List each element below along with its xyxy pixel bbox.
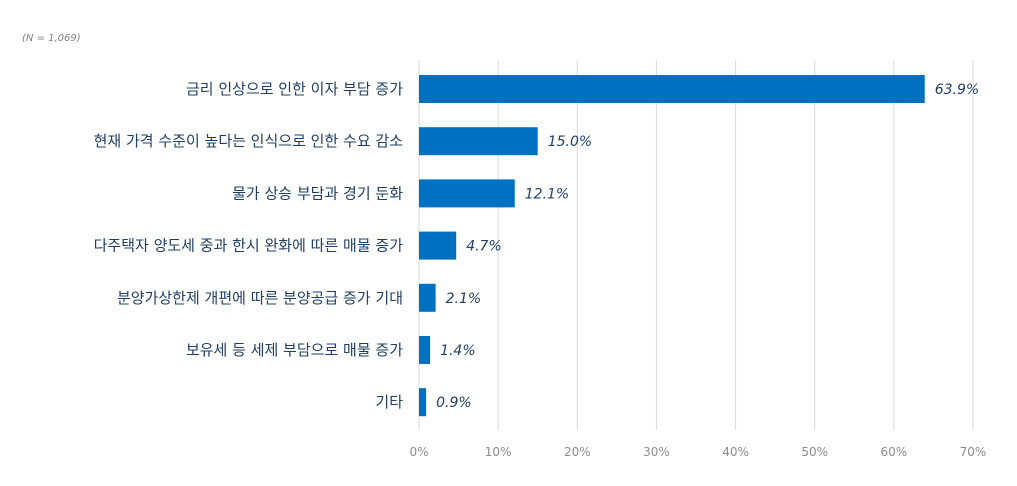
value-label: 2.1%: [446, 291, 482, 307]
gridlines: [418, 60, 974, 430]
x-tick-label: 50%: [801, 445, 828, 459]
category-label: 다주택자 양도세 중과 한시 완화에 따른 매물 증가: [94, 237, 404, 255]
bar: [419, 283, 436, 312]
x-tick-label: 10%: [485, 445, 512, 459]
bars: [419, 75, 925, 417]
sample-size-note: (N = 1,069): [22, 33, 81, 44]
value-label: 4.7%: [466, 239, 502, 255]
category-label: 기타: [375, 393, 403, 411]
category-label: 물가 상승 부담과 경기 둔화: [232, 184, 403, 202]
bar: [419, 179, 515, 208]
category-label: 보유세 등 세제 부담으로 매물 증가: [186, 341, 403, 359]
bar: [419, 231, 457, 260]
x-tick-label: 60%: [881, 445, 908, 459]
value-label: 1.4%: [440, 343, 476, 359]
category-label: 분양가상한제 개편에 따른 분양공급 증가 기대: [117, 289, 403, 307]
value-label: 15.0%: [548, 134, 592, 150]
bar: [419, 127, 538, 156]
value-labels: 63.9% 15.0% 12.1% 4.7% 2.1% 1.4% 0.9%: [436, 82, 979, 411]
value-label: 63.9%: [935, 82, 979, 98]
x-tick-label: 70%: [960, 445, 987, 459]
x-axis-tick-labels: 0% 10% 20% 30% 40% 50% 60% 70%: [409, 445, 986, 459]
bar: [419, 75, 925, 103]
value-label: 0.9%: [436, 395, 472, 411]
x-tick-label: 0%: [409, 445, 428, 459]
x-tick-label: 30%: [643, 445, 670, 459]
value-label: 12.1%: [525, 186, 569, 202]
x-tick-label: 40%: [722, 445, 749, 459]
bar: [419, 388, 427, 417]
category-label: 현재 가격 수준이 높다는 인식으로 인한 수요 감소: [94, 132, 404, 150]
x-tick-label: 20%: [564, 445, 591, 459]
category-label: 금리 인상으로 인한 이자 부담 증가: [186, 80, 403, 98]
bar: [419, 336, 431, 364]
